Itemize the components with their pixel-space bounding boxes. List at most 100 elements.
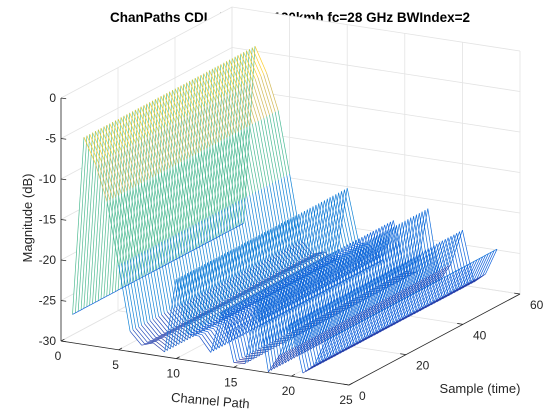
mesh-line <box>265 295 278 368</box>
mesh-line <box>351 339 364 348</box>
mesh-line <box>95 163 108 202</box>
mesh-line <box>379 323 392 333</box>
mesh-face <box>135 254 151 323</box>
mesh-line <box>209 70 222 98</box>
mesh-edge-line <box>445 274 449 277</box>
mesh-line <box>448 268 461 295</box>
mesh-line <box>439 242 452 295</box>
mesh-line <box>233 362 246 364</box>
mesh-line <box>75 135 88 313</box>
x-tick-label: 0 <box>55 349 62 363</box>
mesh-line <box>158 243 171 311</box>
mesh-line <box>244 299 258 364</box>
mesh-face <box>184 273 200 330</box>
mesh-edge-line <box>100 297 105 300</box>
mesh-line <box>260 119 273 183</box>
mesh-line <box>233 305 246 357</box>
mesh-line <box>246 83 259 122</box>
mesh-line <box>112 121 125 150</box>
mesh-line <box>204 264 217 319</box>
mesh-edge-line <box>152 270 156 273</box>
mesh-edge-line <box>135 279 139 282</box>
mesh-line <box>266 72 279 111</box>
mesh-line <box>129 112 142 140</box>
mesh-line <box>155 317 168 332</box>
mesh-line <box>422 282 435 308</box>
mesh-line <box>217 59 230 238</box>
mesh-edge-line <box>382 307 386 311</box>
mesh-face <box>135 326 151 343</box>
mesh-line <box>470 256 484 282</box>
mesh-line <box>304 210 317 266</box>
mesh-line <box>155 132 168 170</box>
mesh-face <box>155 130 170 170</box>
z-tick-mark <box>60 300 67 302</box>
mesh-face <box>127 258 142 327</box>
mesh-line <box>243 52 256 80</box>
mesh-face <box>223 94 239 134</box>
mesh-line <box>203 67 216 245</box>
mesh-line <box>106 124 119 153</box>
mesh-line <box>178 271 191 345</box>
mesh-edge-line <box>357 321 361 324</box>
mesh-line <box>95 130 108 159</box>
mesh-face <box>465 258 480 285</box>
mesh-line <box>482 250 495 276</box>
mesh-line <box>385 302 398 328</box>
mesh-line <box>348 290 361 343</box>
mesh-line <box>333 298 347 351</box>
mesh-line <box>204 324 217 328</box>
mesh-line <box>436 243 449 296</box>
y-tick-label: 20 <box>416 359 430 373</box>
mesh-face <box>178 118 193 158</box>
mesh-face <box>276 348 292 368</box>
mesh-edge-line <box>394 301 398 305</box>
mesh-line <box>155 175 168 240</box>
mesh-line <box>413 255 426 308</box>
mesh-line <box>256 293 269 358</box>
mesh-line <box>178 277 191 333</box>
mesh-line <box>453 234 466 287</box>
mesh-line <box>193 330 205 334</box>
mesh-line <box>152 177 165 241</box>
mesh-line <box>431 296 443 306</box>
x-tick-mark <box>348 382 353 386</box>
mesh-edge-line <box>180 254 184 258</box>
mesh-line <box>203 149 216 214</box>
mesh-line <box>126 114 139 142</box>
mesh-edge-line <box>237 224 241 227</box>
mesh-line <box>266 116 279 180</box>
mesh-line <box>356 286 369 339</box>
mesh-line <box>359 315 372 342</box>
mesh-line <box>281 223 294 278</box>
mesh-line <box>183 160 196 224</box>
mesh-line <box>189 80 202 109</box>
mesh-line <box>181 276 194 331</box>
mesh-line <box>157 97 171 125</box>
mesh-edge-line <box>78 309 82 312</box>
mesh-line <box>120 111 133 289</box>
mesh-edge-line <box>212 238 216 241</box>
mesh-line <box>444 239 458 292</box>
mesh-line <box>234 89 248 128</box>
mesh-line <box>254 46 267 74</box>
mesh-line <box>391 299 404 325</box>
mesh-line <box>190 271 203 327</box>
mesh-edge-line <box>417 289 421 292</box>
mesh-line <box>143 99 156 277</box>
mesh-line <box>436 274 449 301</box>
mesh-line <box>325 333 338 360</box>
mesh-face <box>121 148 136 188</box>
mesh-line <box>428 279 441 305</box>
mesh-line <box>240 47 253 225</box>
mesh-line <box>442 290 455 300</box>
mesh-line <box>462 230 475 283</box>
mesh-line <box>254 78 268 117</box>
mesh-line <box>251 47 265 75</box>
mesh-face <box>121 261 136 330</box>
mesh-line <box>353 287 366 340</box>
mesh-edge-line <box>345 327 349 330</box>
mesh-line <box>234 133 248 197</box>
mesh-line <box>391 317 403 327</box>
mesh-face <box>81 131 96 310</box>
